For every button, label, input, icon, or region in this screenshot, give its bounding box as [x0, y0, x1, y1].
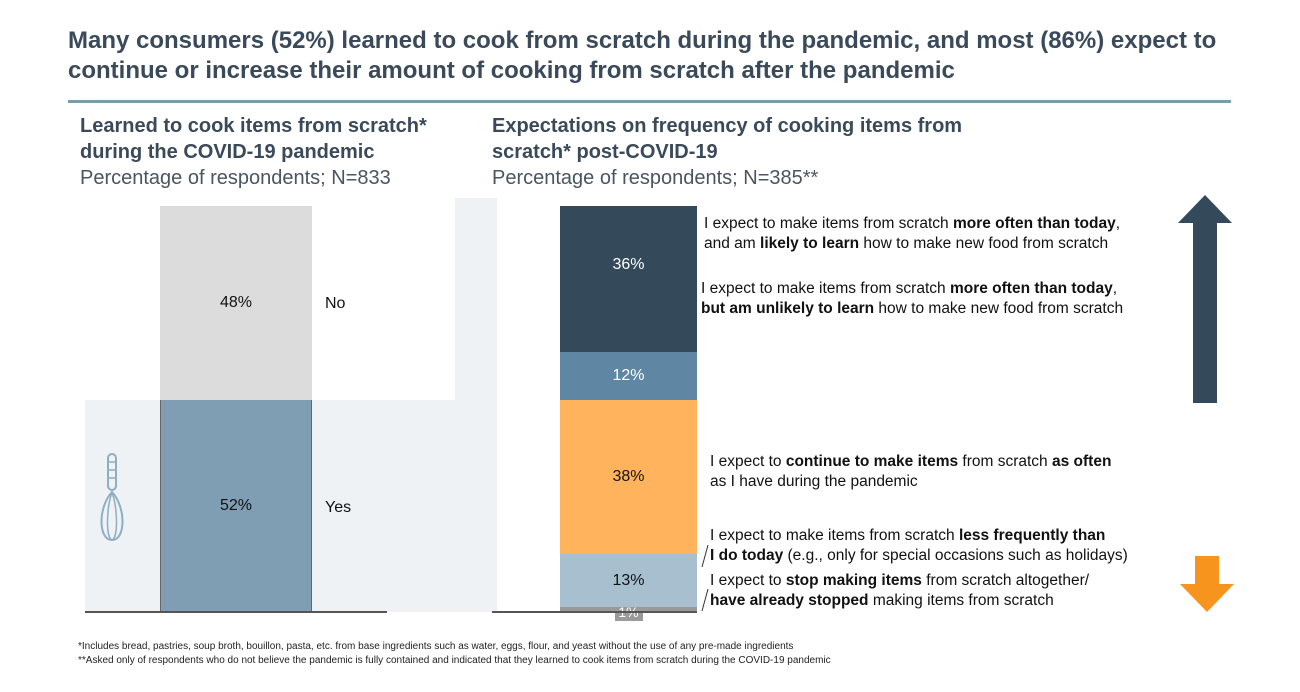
category-label-yes: Yes [325, 499, 352, 516]
arrow-down-icon [1180, 556, 1234, 612]
right-heading-line2: scratch* post-COVID-19 [492, 141, 718, 163]
left-heading-line2: during the COVID-19 pandemic [80, 141, 375, 163]
left-heading-line1: Learned to cook items from scratch* [80, 115, 427, 137]
leader-line-less [701, 544, 709, 568]
footnote-2: **Asked only of respondents who do not b… [78, 655, 831, 666]
page-title: Many consumers (52%) learned to cook fro… [68, 27, 1217, 84]
bar-segment-same: 38% [560, 400, 697, 555]
annotation-more-likely: I expect to make items from scratch more… [704, 215, 1121, 252]
segment-value-label: 38% [612, 468, 645, 486]
segment-value-label: 13% [612, 571, 645, 589]
segment-value-label: 52% [219, 496, 253, 514]
left-baseline [85, 611, 387, 613]
annotation-stop: I expect to stop making items from scrat… [710, 572, 1090, 609]
whisk-icon [100, 453, 124, 542]
segment-value-label: 48% [219, 294, 253, 312]
bar-segment-no: 48% [160, 206, 312, 401]
segment-value-label: 12% [612, 367, 645, 385]
annotation-more-unlikely: I expect to make items from scratch more… [701, 280, 1124, 317]
category-label-no: No [325, 295, 346, 312]
annotation-same: I expect to continue to make items from … [710, 453, 1112, 490]
arrow-up-icon [1178, 195, 1232, 403]
footnote-1: *Includes bread, pastries, soup broth, b… [78, 641, 794, 652]
leader-line-stop [701, 588, 709, 612]
left-chart-heading: Learned to cook items from scratch* duri… [80, 113, 480, 191]
right-chart-heading: Expectations on frequency of cooking ite… [492, 113, 1052, 191]
bar-segment-yes: 52% [160, 400, 312, 611]
segment-value-label: 36% [612, 255, 645, 273]
bar-segment-more_unlikely: 12% [560, 351, 697, 401]
annotation-less: I expect to make items from scratch less… [710, 527, 1128, 564]
center-background-panel [455, 198, 497, 612]
right-subheading: Percentage of respondents; N=385** [492, 167, 819, 189]
bar-segment-more_likely: 36% [560, 206, 697, 352]
title-divider [68, 100, 1231, 103]
bar-segment-less: 13% [560, 554, 697, 607]
right-heading-line1: Expectations on frequency of cooking ite… [492, 115, 963, 137]
right-baseline [492, 611, 697, 613]
left-subheading: Percentage of respondents; N=833 [80, 167, 391, 189]
